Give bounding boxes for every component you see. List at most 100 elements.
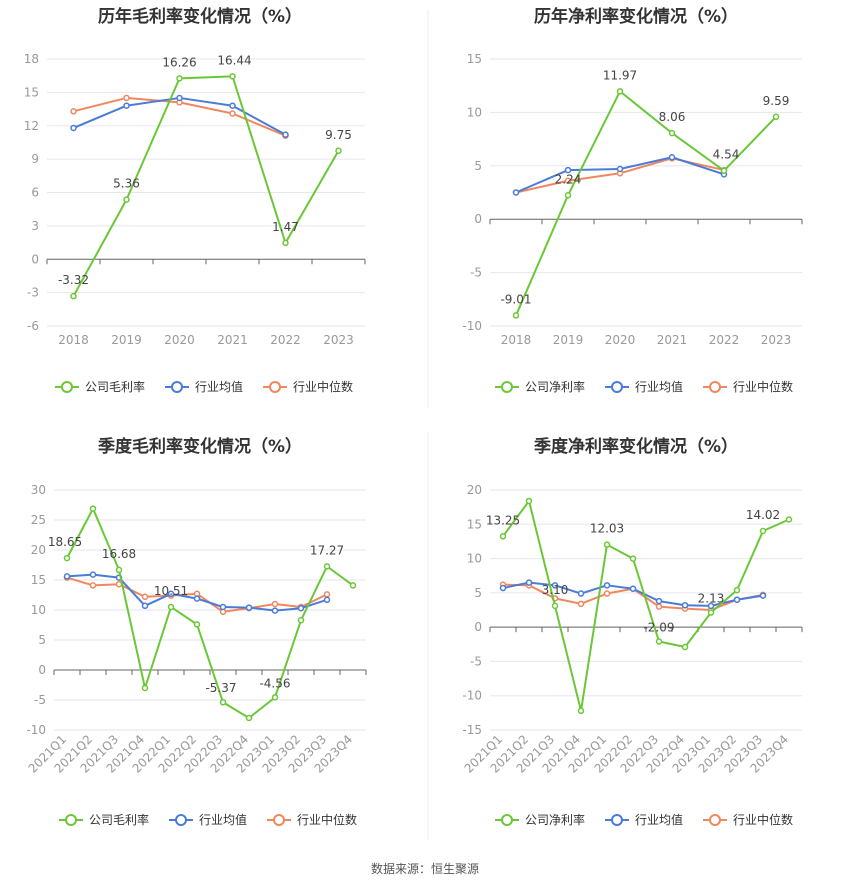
y-tick-label: 0 [474,212,482,226]
data-point-company [668,129,676,137]
legend-swatch-marker [273,814,285,826]
legend-label: 行业中位数 [733,812,793,827]
data-label: -3.32 [58,273,89,287]
data-point-median [229,110,236,117]
legend-swatch-marker [65,814,77,826]
chart-3: 季度毛利率变化情况（%）-10-50510152025302021Q12021Q… [26,436,367,827]
data-point-company [525,497,533,505]
data-label: 4.54 [713,148,740,162]
data-point-company [335,147,342,155]
data-point-avg [271,607,279,614]
data-point-avg [512,189,520,196]
data-point-company [245,714,253,722]
data-point-company [297,616,305,624]
legend-swatch-marker [611,381,623,393]
data-point-avg [63,573,71,580]
data-label: 13.25 [486,513,520,527]
data-label: -4.56 [259,676,290,690]
y-tick-label: 6 [31,186,39,200]
data-point-median [564,177,572,185]
x-tick-label: 2022 [270,333,301,347]
data-point-avg [245,604,253,611]
data-label: -9.01 [500,292,531,306]
data-label: -2.09 [643,620,674,634]
legend-swatch-marker [611,814,623,826]
x-tick-label: 2019 [111,333,142,347]
y-tick-label: -6 [27,319,39,333]
legend-swatch-marker [269,381,281,393]
data-label: 14.02 [746,508,780,522]
series-line-company [72,75,340,297]
y-tick-label: 10 [31,603,46,617]
data-point-company [141,684,149,692]
y-tick-label: 20 [467,483,482,497]
data-point-avg [668,154,676,161]
legend-item: 行业均值 [165,379,243,394]
data-label: 8.06 [659,110,686,124]
data-point-avg [551,582,559,589]
data-point-company [282,239,289,247]
y-tick-label: -3 [27,286,39,300]
x-tick-label: 2021 [217,333,248,347]
legend-label: 公司毛利率 [89,812,149,827]
y-tick-label: 30 [31,483,46,497]
data-point-median [70,108,77,115]
data-point-company [219,698,227,706]
x-tick-label: 2021 [657,333,688,347]
data-label: 2.13 [698,592,725,606]
legend-label: 行业均值 [199,812,247,827]
y-tick-label: -5 [470,266,482,280]
data-point-median [141,593,149,601]
legend-item: 行业中位数 [263,379,353,394]
legend-label: 公司毛利率 [85,379,145,394]
x-tick-label: 2022 [709,333,740,347]
data-point-avg [577,590,585,597]
data-point-avg [123,102,130,109]
series-line-company [515,90,777,316]
data-point-company [720,167,728,174]
data-point-company [616,88,624,95]
data-point-avg [193,595,201,602]
data-point-median [271,600,279,608]
x-tick-label: 2018 [58,333,89,347]
data-point-company [499,533,507,540]
series-line-company [502,499,790,712]
data-point-company [603,541,611,548]
data-label: 11.97 [603,68,637,82]
legend-item: 行业中位数 [267,812,357,827]
y-tick-label: -5 [470,654,482,668]
data-label: 1.47 [272,220,299,234]
legend-swatch-marker [709,814,721,826]
data-point-median [603,590,611,597]
data-label: 12.03 [590,522,624,536]
data-point-avg [525,579,533,586]
data-point-company [707,609,715,616]
data-label: 9.59 [763,94,790,108]
data-label: 18.65 [48,535,82,549]
y-tick-label: 25 [31,513,46,527]
x-tick-label: 2023 [761,333,792,347]
data-point-avg [564,166,572,174]
data-point-avg [629,585,637,592]
legend-label: 公司净利率 [525,812,585,827]
chart-title: 历年毛利率变化情况（%） [98,6,302,27]
y-tick-label: 20 [31,543,46,557]
data-point-company [629,555,637,562]
y-tick-label: 9 [31,152,39,166]
data-point-avg [282,131,289,138]
data-point-avg [733,596,741,603]
data-point-company [193,621,201,628]
data-label: 5.36 [113,177,140,191]
y-tick-label: 0 [38,663,46,677]
legend-swatch-marker [709,381,721,393]
data-label: 17.27 [310,543,344,557]
legend-item: 公司净利率 [495,812,585,827]
legend-item: 行业中位数 [703,379,793,394]
data-point-avg [655,597,663,605]
x-tick-label: 2018 [501,333,532,347]
chart-title: 季度毛利率变化情况（%） [98,436,302,457]
data-point-company [89,505,97,512]
y-tick-label: 5 [474,159,482,173]
y-tick-label: -10 [462,689,482,703]
